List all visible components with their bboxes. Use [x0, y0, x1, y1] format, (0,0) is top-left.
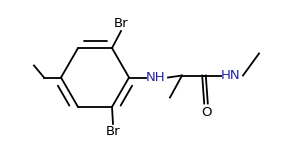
Text: HN: HN — [221, 69, 241, 82]
Text: Br: Br — [106, 125, 120, 138]
Text: O: O — [201, 106, 211, 119]
Text: Br: Br — [114, 17, 128, 30]
Text: NH: NH — [146, 71, 166, 84]
